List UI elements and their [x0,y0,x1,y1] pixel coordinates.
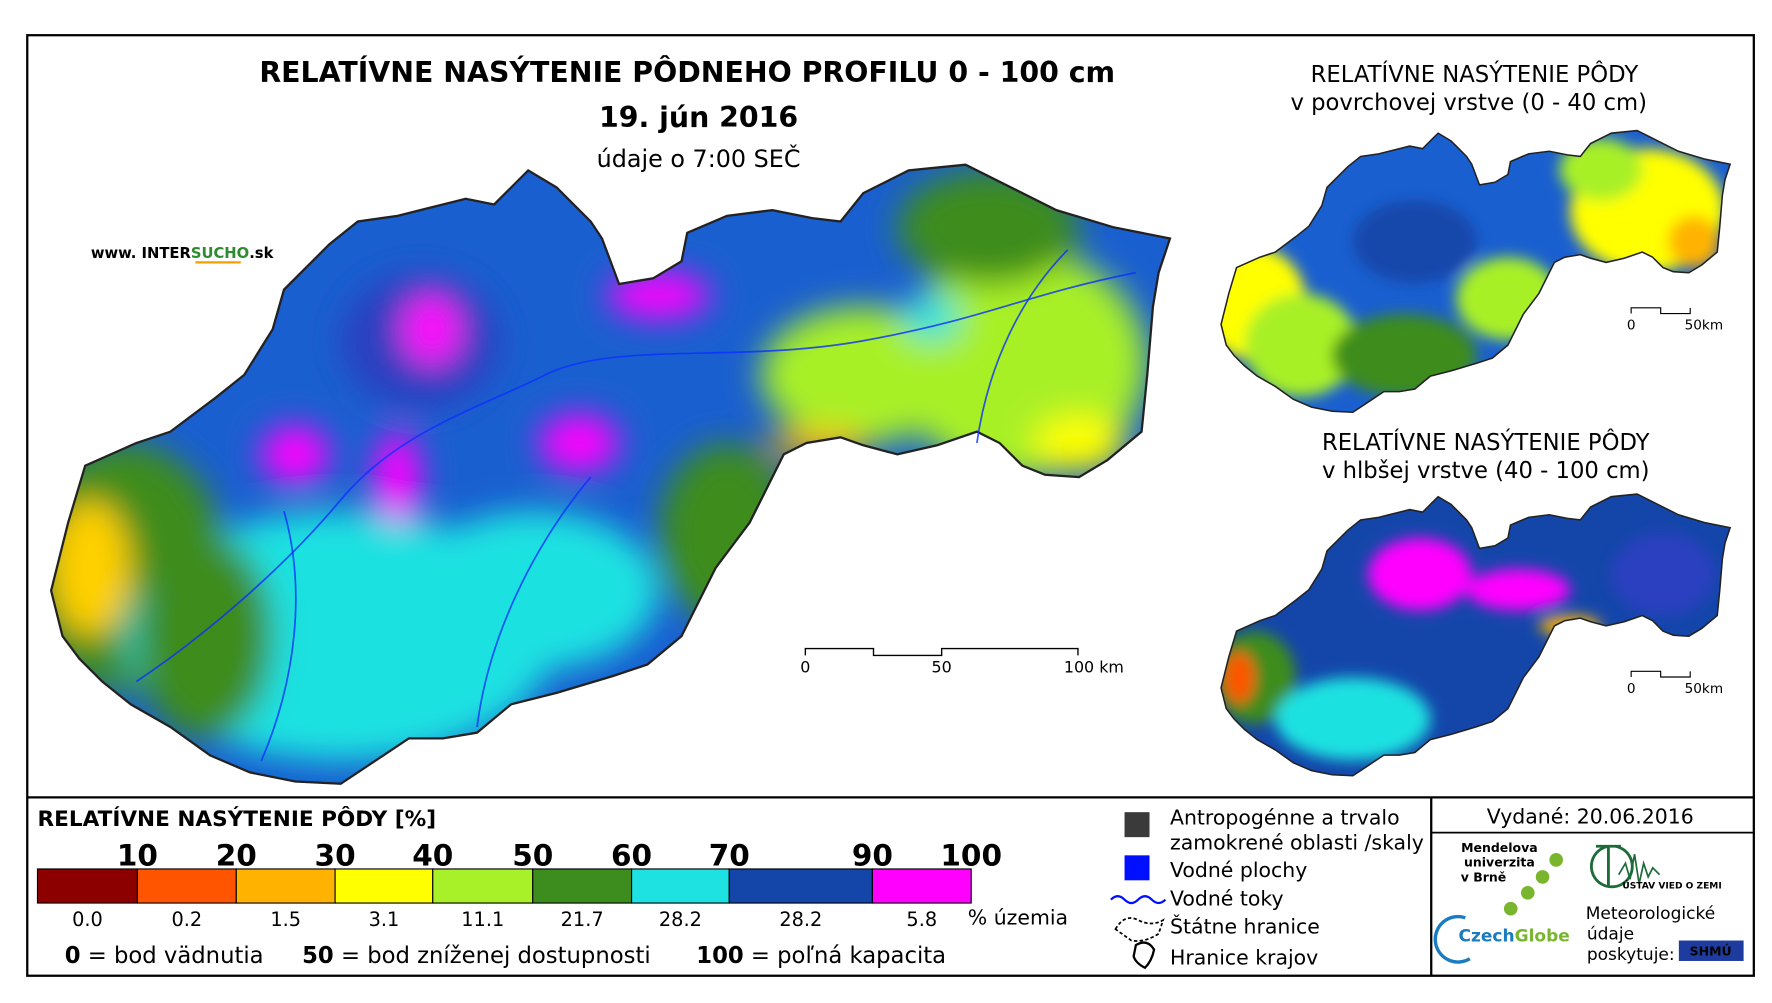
scale-bar: 0 50 100 km [800,647,1124,676]
source-part: SUCHO [191,245,249,262]
inset-title: RELATÍVNE NASÝTENIE PÔDY [1322,428,1650,456]
note-text: = bod zníženej dostupnosti [334,943,651,969]
legend-note: 100 = poľná kapacita [696,943,946,969]
source-underline [195,261,241,264]
scale-label: 50km [1685,681,1724,697]
symbol-label: Antropogénne a trvalo [1170,806,1400,830]
provider: Meteorologické [1586,904,1715,924]
symbol-label: Hranice krajov [1170,945,1318,969]
logo-text: univerzita [1464,855,1535,870]
logo-text: Mendelova [1461,840,1538,855]
state-border-symbol [1114,917,1165,942]
legend-swatch [36,868,139,904]
legend-bound: 10 [117,839,158,873]
legend-swatch [235,868,336,904]
symbol-label: zamokrené oblasti /skaly [1170,831,1424,855]
ustav-logo: ÚSTAV VIED O ZEMI [1589,844,1722,891]
note-value: 100 [696,943,743,969]
logo-part: Globe [1515,927,1570,947]
legend-bound: 40 [412,839,453,873]
inset-title: v hlbšej vrstve (40 - 100 cm) [1322,458,1650,484]
legend-share: 28.2 [659,908,702,931]
region-border-symbol [1132,941,1156,970]
logo-text: CzechGlobe [1458,927,1569,947]
river-symbol [1110,895,1167,905]
symbol-label: Štátne hranice [1170,914,1320,939]
legend-share: 5.8 [906,908,937,931]
inset-title: RELATÍVNE NASÝTENIE PÔDY [1311,60,1639,88]
legend-share: 1.5 [270,908,301,931]
legend-note: 0 = bod vädnutia [65,943,264,969]
legend-title: RELATÍVNE NASÝTENIE PÔDY [%] [37,806,436,832]
legend-swatch [871,868,972,904]
share-unit: % územia [968,906,1068,930]
symbol-label: Vodné toky [1170,886,1284,910]
legend-swatch [728,868,873,904]
note-value: 0 [65,943,81,969]
legend-share: 28.2 [779,908,822,931]
scale-label: 50 [932,657,952,676]
note-text: = poľná kapacita [744,943,946,969]
note-text: = bod vädnutia [81,943,264,969]
logo-text: SHMÚ [1690,943,1732,958]
symbol-legend: Antropogénne a trvalo zamokrené oblasti … [1110,806,1424,970]
legend-swatch [334,868,434,904]
mendel-logo: Mendelova univerzita v Brně [1461,840,1563,916]
time-note: údaje o 7:00 SEČ [597,145,801,173]
logo-part: Czech [1458,927,1514,947]
scale-label: 50km [1685,317,1724,333]
source-part: .sk [249,245,274,262]
anthro-swatch [1124,812,1150,838]
provider: poskytuje: [1587,945,1675,965]
source-url: www. INTERSUCHO.sk [91,245,275,262]
legend-bound: 60 [611,839,652,873]
legend-share: 0.2 [172,908,203,931]
legend-share: 0.0 [72,908,103,931]
main-title: RELATÍVNE NASÝTENIE PÔDNEHO PROFILU 0 - … [259,55,1115,89]
symbol-label: Vodné plochy [1170,858,1307,882]
legend-scale: 10 0.0 20 0.2 30 1.5 40 3.1 50 11.1 60 21.7 70 28.2 90… [36,839,1002,931]
legend-share: 3.1 [369,908,400,931]
legend-bound: 50 [512,839,553,873]
legend-swatch [432,868,534,904]
scale-label: 100 km [1064,657,1124,676]
scale-label: 0 [1627,317,1636,333]
note-value: 50 [302,943,334,969]
legend-bound: 20 [216,839,257,873]
water-swatch [1124,855,1150,881]
main-date: 19. jún 2016 [599,101,798,134]
legend-swatch [630,868,730,904]
legend-bound: 90 [852,839,893,873]
legend-note: 50 = bod zníženej dostupnosti [302,943,651,969]
provider: údaje [1587,924,1634,944]
logo-text: v Brně [1461,869,1507,884]
logo-text: ÚSTAV VIED O ZEMI [1622,879,1721,891]
legend-bound: 30 [315,839,356,873]
legend-swatch [136,868,237,904]
legend-bound: 100 [940,839,1002,873]
scale-label: 0 [800,657,810,676]
legend-share: 11.1 [461,908,504,931]
inset-title: v povrchovej vrstve (0 - 40 cm) [1290,90,1647,116]
legend-share: 21.7 [561,908,604,931]
czechglobe-logo: CzechGlobe [1433,914,1570,964]
shmu-logo [1678,940,1744,961]
scale-label: 0 [1627,681,1636,697]
legend-bound: 70 [709,839,750,873]
source-part: www. INTER [91,245,192,262]
legend-swatch [532,868,633,904]
issued: Vydané: 20.06.2016 [1487,805,1694,829]
